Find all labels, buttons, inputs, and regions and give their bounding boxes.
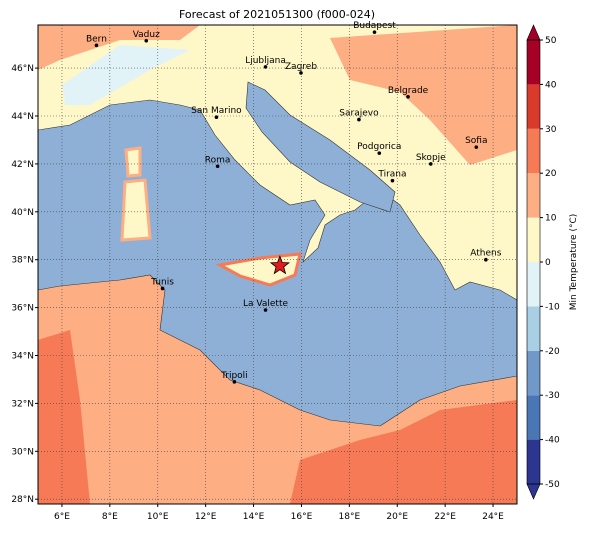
colorbar-tick-label: 10 bbox=[545, 214, 557, 224]
x-tick-label: 16°E bbox=[291, 512, 313, 522]
colorbar-tick-label: 20 bbox=[545, 169, 557, 179]
city-label: Sofia bbox=[465, 136, 487, 146]
warm-zone bbox=[38, 25, 200, 70]
map-frame bbox=[37, 24, 518, 505]
title: Forecast of 2021051300 (f000-024) bbox=[179, 8, 375, 21]
x-tick-label: 20°E bbox=[386, 512, 408, 522]
city-label: Tunis bbox=[150, 277, 174, 287]
city-dot bbox=[215, 164, 220, 169]
warm-zone bbox=[38, 330, 90, 504]
europe-land bbox=[38, 25, 517, 301]
colorbar-bin bbox=[527, 306, 540, 351]
corsica bbox=[124, 146, 142, 178]
city-dot bbox=[372, 30, 377, 34]
city-label: San Marino bbox=[191, 106, 242, 116]
colorbar-tick-label: -10 bbox=[545, 302, 560, 312]
city-label: La Valette bbox=[243, 299, 288, 309]
warm-zone bbox=[290, 400, 517, 504]
x-tick-label: 6°E bbox=[54, 512, 70, 522]
cold-zone bbox=[62, 45, 190, 105]
x-tick-label: 8°E bbox=[102, 512, 118, 522]
colorbar-bin bbox=[527, 262, 540, 307]
colorbar-extend-low bbox=[526, 483, 541, 500]
colorbar-tick-label: 30 bbox=[545, 125, 557, 135]
colorbar-tick-label: -40 bbox=[545, 436, 560, 446]
sardinia bbox=[120, 178, 152, 242]
colorbar-tick-label: 0 bbox=[545, 258, 551, 268]
warm-zone bbox=[330, 25, 517, 165]
city-dot bbox=[357, 117, 361, 122]
city-dot bbox=[263, 308, 268, 312]
city-label: Athens bbox=[470, 249, 501, 259]
x-tick-label: 22°E bbox=[434, 512, 456, 522]
city-label: Vaduz bbox=[133, 30, 160, 40]
x-tick-label: 18°E bbox=[339, 512, 361, 522]
colorbar-tick-label: 50 bbox=[545, 36, 557, 46]
y-tick-label: 44°N bbox=[11, 112, 34, 122]
y-tick-label: 28°N bbox=[11, 495, 34, 505]
city-dot bbox=[214, 115, 219, 120]
colorbar-tick-label: 40 bbox=[545, 80, 557, 90]
x-tick-label: 12°E bbox=[195, 512, 217, 522]
city-dot bbox=[428, 162, 433, 166]
city-dot bbox=[299, 71, 303, 75]
map-layers bbox=[38, 25, 517, 504]
city-label: Sarajevo bbox=[339, 109, 379, 119]
city-dot bbox=[94, 43, 99, 48]
city-label: Budapest bbox=[353, 21, 396, 31]
colorbar-bin bbox=[527, 84, 540, 129]
city-dot bbox=[232, 380, 237, 384]
y-tick-label: 46°N bbox=[11, 64, 34, 74]
colorbar-bin bbox=[527, 128, 540, 174]
colorbar-bin bbox=[527, 40, 540, 85]
city-label: Tirana bbox=[377, 170, 406, 180]
x-tick-label: 14°E bbox=[243, 512, 265, 522]
colorbar-tick-label: -20 bbox=[545, 347, 560, 357]
y-tick-label: 30°N bbox=[11, 447, 34, 457]
colorbar-bin bbox=[527, 395, 540, 440]
city-label: Roma bbox=[205, 155, 231, 165]
colorbar-tick-label: -30 bbox=[545, 391, 560, 401]
y-tick-label: 42°N bbox=[11, 160, 34, 170]
colorbar-bin bbox=[527, 217, 540, 262]
city-label: Belgrade bbox=[388, 86, 429, 96]
city-dot bbox=[484, 257, 488, 262]
city-label: Ljubljana bbox=[245, 56, 286, 66]
city-dot bbox=[144, 39, 149, 43]
city-dot bbox=[390, 178, 395, 183]
colorbar-extend-high bbox=[526, 24, 541, 41]
location-star bbox=[269, 255, 290, 275]
city-label: Zagreb bbox=[285, 62, 317, 72]
graticule bbox=[38, 25, 517, 504]
y-tick-label: 34°N bbox=[11, 352, 34, 362]
city-label: Bern bbox=[86, 34, 107, 44]
city-dot bbox=[160, 286, 165, 291]
colorbar-label: Min Temperature (°C) bbox=[569, 214, 579, 311]
colorbar-bin bbox=[527, 350, 540, 396]
city-label: Podgorica bbox=[357, 142, 401, 152]
city-label: Skopje bbox=[416, 153, 446, 163]
y-tick-label: 40°N bbox=[11, 208, 34, 218]
y-tick-label: 38°N bbox=[11, 256, 34, 266]
colorbar-bin bbox=[527, 439, 540, 484]
x-tick-label: 24°E bbox=[482, 512, 504, 522]
y-tick-label: 36°N bbox=[11, 304, 34, 314]
city-dot bbox=[406, 95, 410, 99]
city-dot bbox=[377, 151, 382, 155]
city-dot bbox=[474, 145, 479, 149]
city-label: Tripoli bbox=[220, 371, 248, 381]
colorbar-bin bbox=[527, 173, 540, 218]
city-dot bbox=[263, 65, 268, 69]
x-tick-label: 10°E bbox=[147, 512, 169, 522]
colorbar-tick-label: -50 bbox=[545, 480, 560, 490]
y-tick-label: 32°N bbox=[11, 399, 34, 409]
